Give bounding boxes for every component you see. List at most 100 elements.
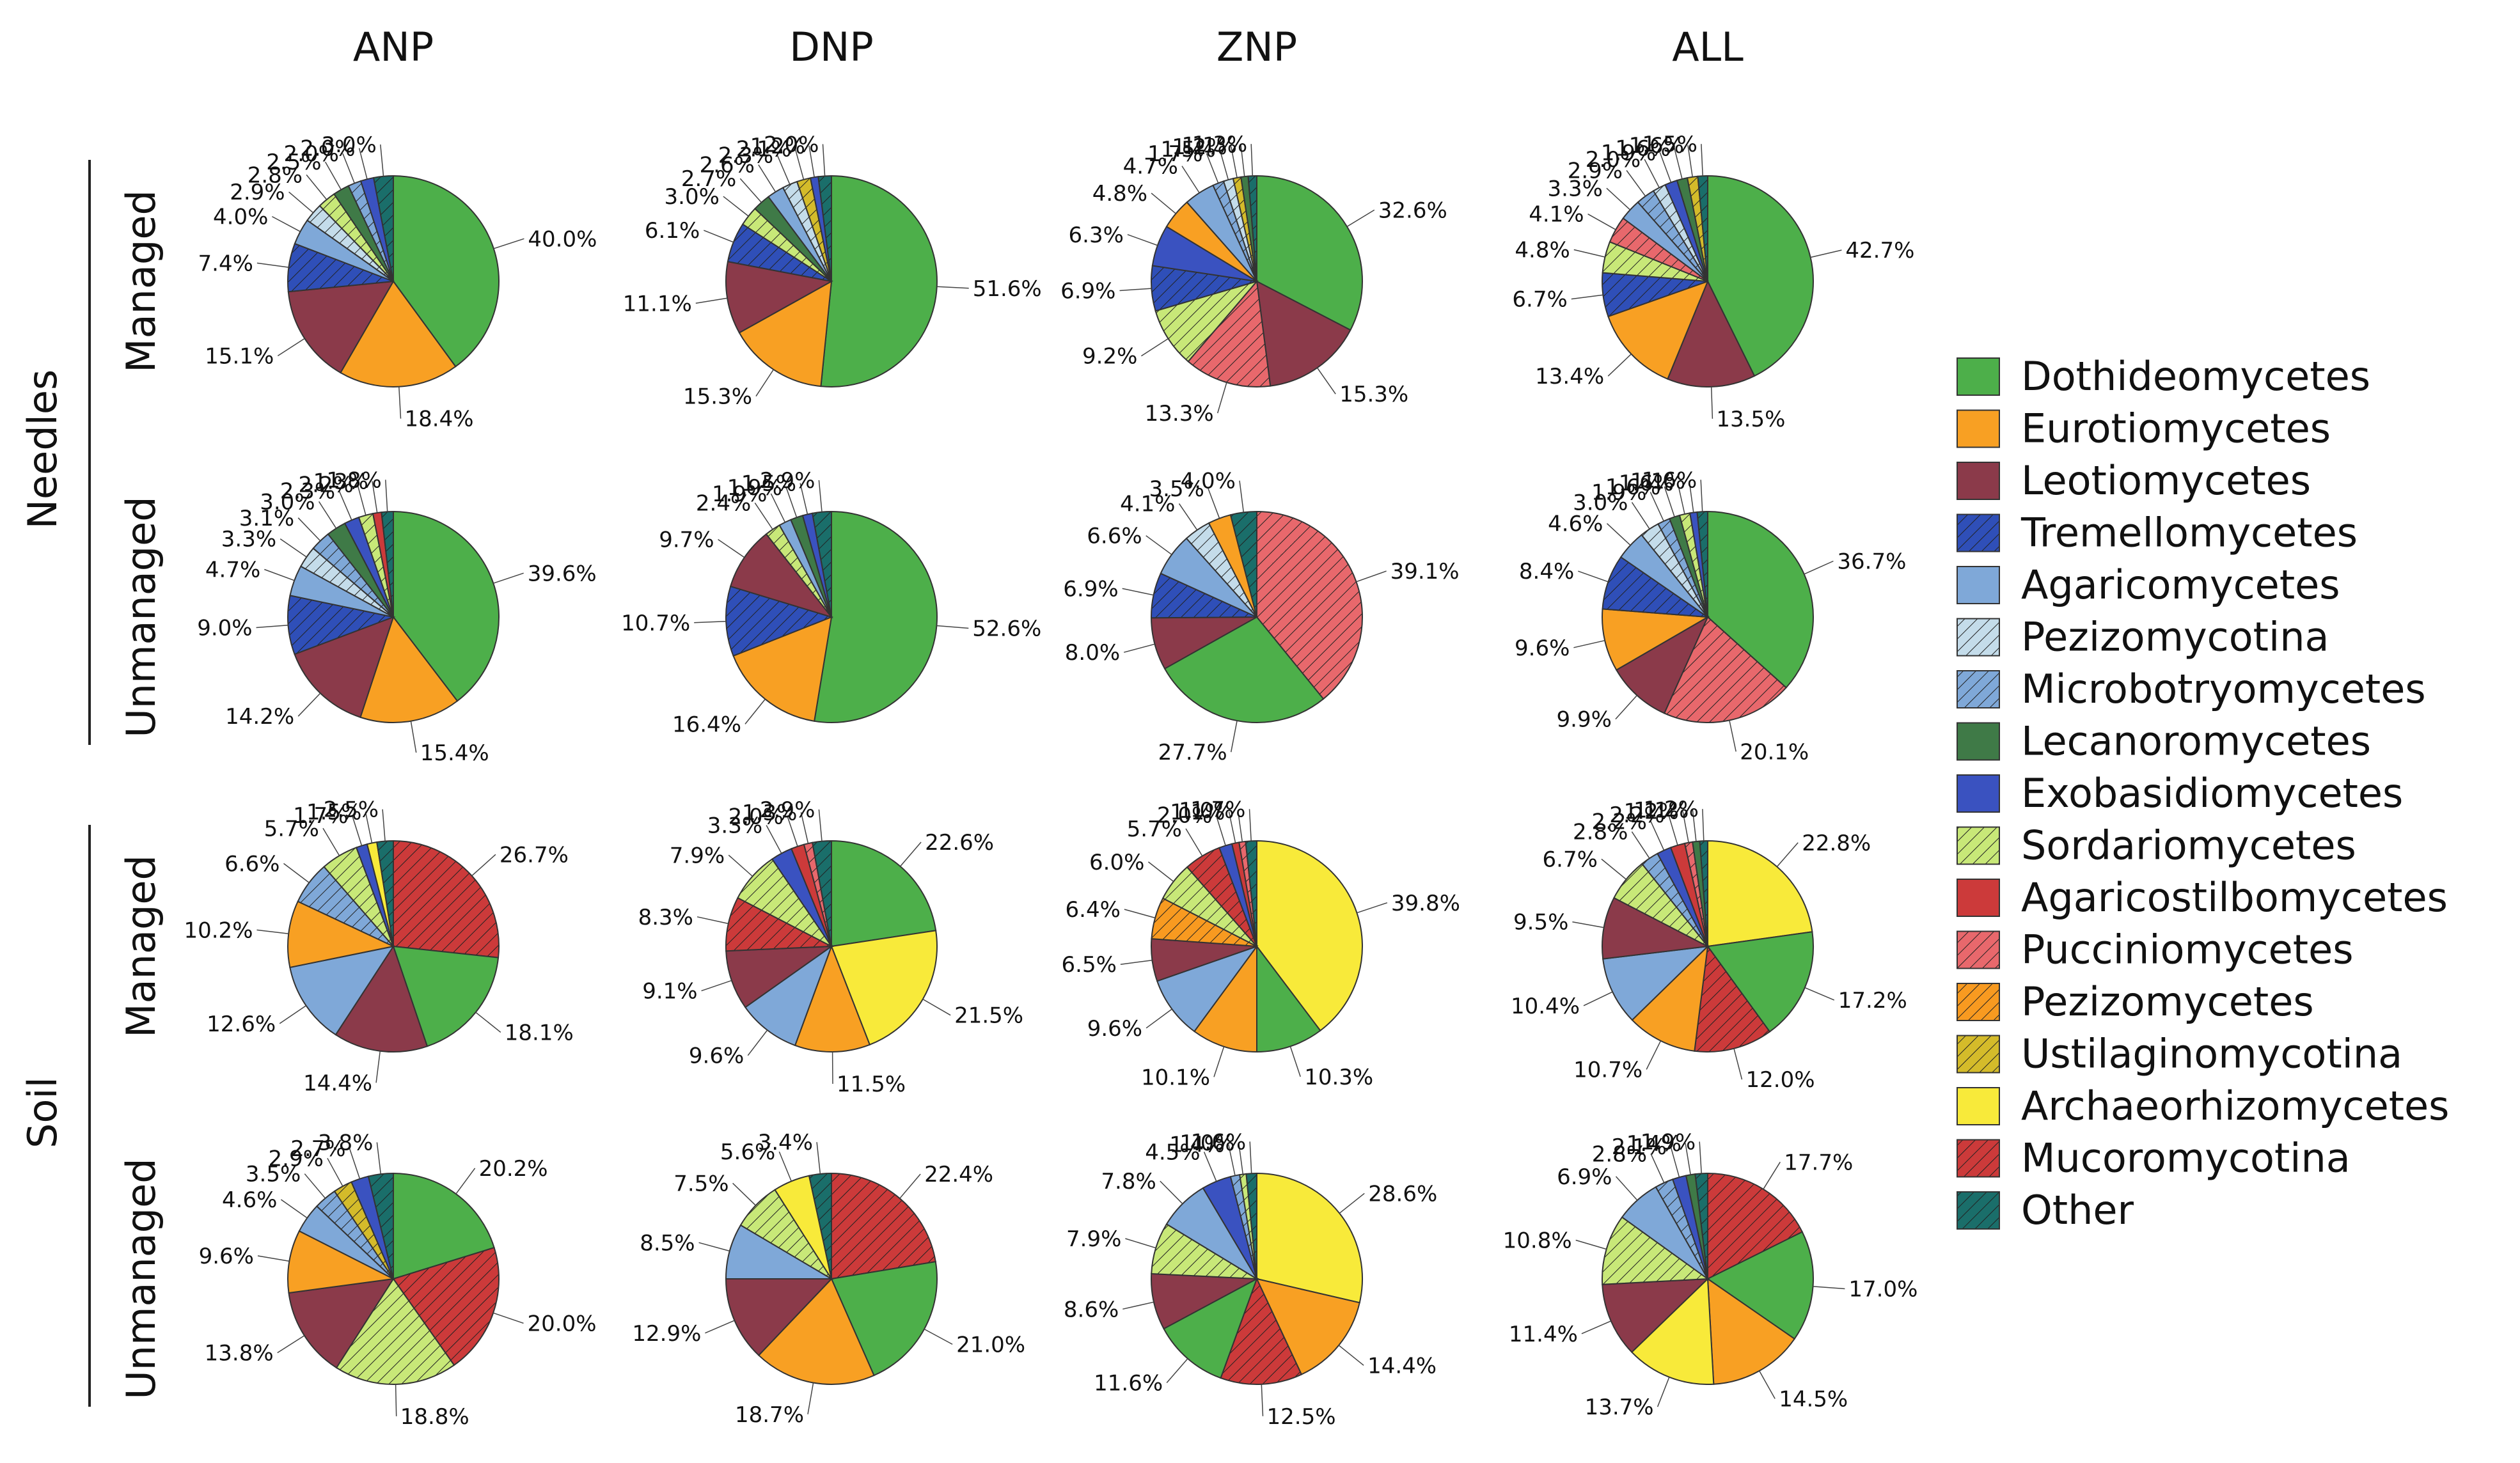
- legend-item-pezizomycetes: Pezizomycetes: [1957, 978, 2314, 1025]
- pie-soil-managed-dnp: 22.6%21.5%11.5%9.6%9.1%8.3%7.9%3.3%2.0%1…: [638, 797, 1024, 1097]
- pie-label-leader: [702, 980, 732, 990]
- legend-item-sordariomycetes: Sordariomycetes: [1957, 822, 2356, 869]
- pie-label-leader: [399, 387, 401, 419]
- pie-label-leader: [1805, 988, 1834, 1001]
- legend-label: Exobasidiomycetes: [2021, 770, 2403, 817]
- pie-label-leader: [808, 1383, 814, 1414]
- pie-label-leader: [1632, 503, 1650, 529]
- pie-label-tremellomycetes: 10.7%: [621, 611, 690, 636]
- pie-label-leader: [256, 625, 288, 628]
- pie-label-leader: [1357, 571, 1387, 582]
- pie-label-dothideomycetes: 17.2%: [1838, 988, 1907, 1013]
- pie-label-leotiomycetes: 9.7%: [659, 528, 714, 553]
- pie-label-leader: [1347, 210, 1374, 226]
- pie-label-leader: [377, 1143, 381, 1175]
- row-label-needles-managed: Managed: [118, 190, 164, 373]
- pie-label-leotiomycetes: 12.9%: [632, 1321, 701, 1347]
- pie-label-leotiomycetes: 14.4%: [303, 1070, 372, 1096]
- legend-swatch: [1957, 1088, 1999, 1125]
- pie-label-leader: [1813, 1287, 1845, 1289]
- legend-swatch: [1957, 879, 1999, 916]
- pie-label-leader: [257, 263, 289, 267]
- pie-label-other: 2.9%: [760, 468, 815, 494]
- legend-label: Tremellomycetes: [2020, 510, 2358, 556]
- pie-label-leader: [1712, 387, 1713, 419]
- pie-label-leader: [1626, 171, 1646, 196]
- pie-label-leader: [280, 1006, 306, 1024]
- pie-label-sordariomycetes: 9.2%: [1082, 344, 1137, 370]
- pie-label-other: 1.7%: [1190, 797, 1245, 822]
- pie-label-sordariomycetes: 7.9%: [670, 843, 725, 868]
- pie-label-leader: [723, 196, 748, 216]
- pie-label-leader: [1578, 571, 1608, 582]
- legend-label: Mucoromycotina: [2021, 1135, 2351, 1182]
- pies: 40.0%18.4%15.1%7.4%4.0%2.9%2.8%2.5%2.0%2…: [184, 132, 1918, 1430]
- pie-label-leader: [1357, 903, 1387, 913]
- pie-label-leader: [1261, 1384, 1263, 1416]
- legend-swatch: [1957, 723, 1999, 760]
- pie-label-archaeorhizomycetes: 13.7%: [1585, 1395, 1654, 1420]
- pie-label-leader: [819, 480, 822, 512]
- pie-label-mucoromycotina: 26.7%: [500, 842, 569, 868]
- pie-label-other: 1.5%: [1642, 132, 1697, 157]
- pie-soil-managed-anp: 26.7%18.1%14.4%12.6%10.2%6.6%5.7%1.7%1.5…: [184, 797, 573, 1097]
- pie-label-leader: [1151, 193, 1176, 214]
- legend-label: Ustilaginomycotina: [2021, 1031, 2402, 1077]
- pie-label-dothideomycetes: 11.6%: [1094, 1371, 1163, 1396]
- pie-label-agaricomycetes: 6.9%: [1557, 1164, 1612, 1190]
- legend-swatch: [1957, 411, 1999, 448]
- pie-label-leader: [304, 1174, 325, 1198]
- pie-needles-unmanaged-anp: 39.6%15.4%14.2%9.0%4.7%3.3%3.1%3.0%2.3%2…: [197, 467, 597, 766]
- pie-label-leader: [323, 828, 340, 856]
- pie-label-leader: [1584, 992, 1612, 1006]
- legend-label: Pezizomycotina: [2021, 614, 2329, 661]
- pie-label-pezizomycetes: 6.4%: [1066, 897, 1121, 923]
- pie-label-leader: [1122, 588, 1154, 595]
- legend-swatch: [1957, 983, 1999, 1021]
- pie-label-dothideomycetes: 51.6%: [973, 276, 1042, 302]
- legend-label: Sordariomycetes: [2021, 822, 2356, 869]
- pie-label-leader: [381, 145, 384, 176]
- legend-item-other: Other: [1957, 1187, 2134, 1233]
- pie-label-leader: [1240, 481, 1243, 513]
- pie-label-tremellomycetes: 6.1%: [645, 218, 700, 244]
- pie-label-leader: [1646, 1041, 1660, 1070]
- pie-soil-unmanaged-znp: 28.6%14.4%12.5%11.6%8.6%7.9%7.8%4.5%1.4%…: [1064, 1129, 1437, 1430]
- pie-slice-dothideomycetes: [821, 176, 937, 387]
- pie-label-leader: [817, 1142, 820, 1174]
- pie-label-leader: [1632, 832, 1650, 859]
- pie-label-leotiomycetes: 9.5%: [1513, 910, 1568, 935]
- pie-needles-unmanaged-znp: 39.1%27.7%8.0%6.9%6.6%4.1%3.5%4.0%: [1063, 469, 1459, 765]
- legend-swatch: [1957, 1192, 1999, 1229]
- pie-label-leader: [1658, 1377, 1669, 1407]
- legend-label: Other: [2021, 1187, 2134, 1233]
- pie-label-leader: [823, 144, 825, 176]
- legend-item-exobasidiomycetes: Exobasidiomycetes: [1957, 770, 2403, 817]
- legend-item-pucciniomycetes: Pucciniomycetes: [1957, 927, 2354, 973]
- pie-label-sordariomycetes: 10.8%: [1503, 1228, 1572, 1254]
- pie-label-other: 1.2%: [1644, 797, 1699, 822]
- pie-label-eurotiomycetes: 13.4%: [1535, 364, 1604, 389]
- pie-label-eurotiomycetes: 18.7%: [735, 1402, 804, 1428]
- legend-label: Pezizomycetes: [2021, 978, 2314, 1025]
- pie-label-leader: [756, 370, 773, 396]
- legend-swatch: [1957, 1036, 1999, 1073]
- pie-label-agaricomycetes: 4.0%: [213, 205, 268, 230]
- pie-label-dothideomycetes: 22.6%: [925, 830, 994, 856]
- legend-item-lecanoromycetes: Lecanoromycetes: [1957, 718, 2371, 765]
- pie-label-leader: [1701, 480, 1703, 512]
- pie-label-leader: [1616, 1177, 1637, 1200]
- legend-label: Dothideomycetes: [2021, 353, 2370, 400]
- pie-label-eurotiomycetes: 4.8%: [1092, 181, 1147, 207]
- row-label-soil-managed: Managed: [118, 855, 164, 1038]
- pie-label-agaricomycetes: 7.8%: [1101, 1169, 1156, 1194]
- pie-label-eurotiomycetes: 16.4%: [672, 712, 741, 737]
- pie-label-dothideomycetes: 10.3%: [1304, 1065, 1373, 1090]
- pie-label-eurotiomycetes: 14.4%: [1367, 1353, 1437, 1379]
- pie-label-leader: [1318, 368, 1336, 394]
- legend-label: Agaricostilbomycetes: [2021, 874, 2448, 921]
- pie-label-leader: [1763, 1162, 1780, 1189]
- pie-label-leader: [1122, 1302, 1154, 1309]
- pie-label-leader: [1121, 960, 1153, 965]
